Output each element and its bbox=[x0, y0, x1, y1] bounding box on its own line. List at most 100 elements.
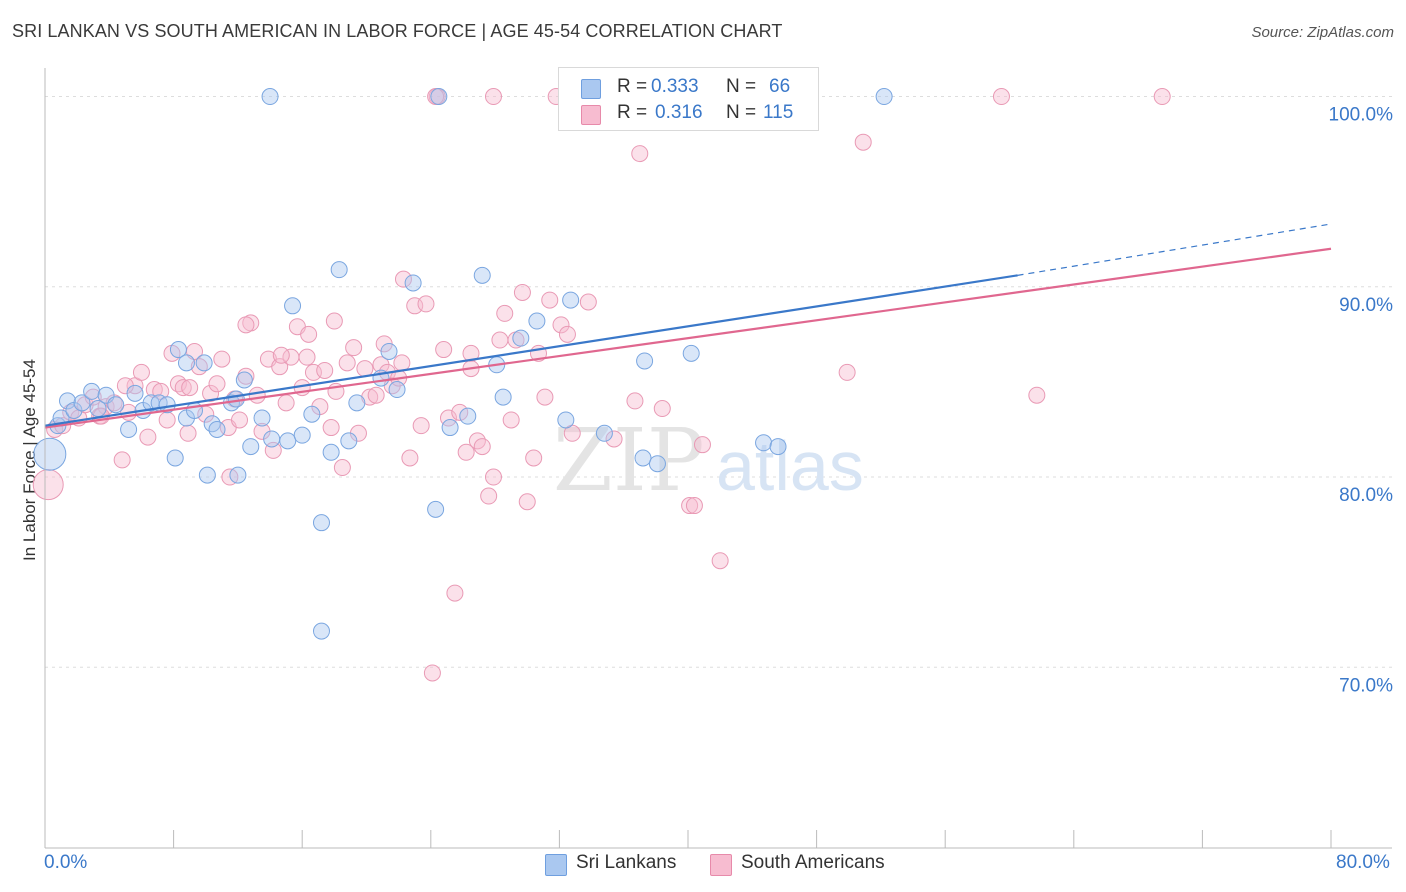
source-label: Source: ZipAtlas.com bbox=[1251, 24, 1394, 41]
legend-n-label: N = bbox=[726, 76, 757, 97]
sri-lankans-point bbox=[682, 344, 700, 362]
sri-lankans-point bbox=[235, 371, 253, 389]
legend-n-label: N = bbox=[726, 102, 757, 123]
y-tick-label: 80.0% bbox=[1339, 485, 1393, 506]
sri-lankans-point bbox=[83, 382, 101, 400]
sri-lankans-point bbox=[107, 396, 125, 414]
sri-lankans-point bbox=[126, 384, 144, 402]
bottom-legend-swatch-sri-lankans bbox=[545, 854, 567, 876]
bottom-legend-label-south-americans: South Americans bbox=[741, 852, 885, 873]
south-americans-point bbox=[139, 428, 157, 446]
south-americans-point bbox=[552, 316, 570, 334]
south-americans-point bbox=[992, 88, 1010, 106]
south-americans-point bbox=[693, 436, 711, 454]
x-tick-label-min: 0.0% bbox=[44, 852, 88, 873]
south-americans-point bbox=[854, 133, 872, 151]
south-americans-point bbox=[298, 348, 316, 366]
x-tick-label-max: 80.0% bbox=[1336, 852, 1390, 873]
south-americans-point bbox=[412, 417, 430, 435]
south-americans-point bbox=[132, 363, 150, 381]
sri-lankans-point bbox=[430, 88, 448, 106]
sri-lankans-point bbox=[227, 390, 245, 408]
south-americans-point bbox=[484, 88, 502, 106]
sri-lankans-point bbox=[279, 432, 297, 450]
sri-lankans-point bbox=[242, 438, 260, 456]
south-americans-point bbox=[179, 424, 197, 442]
south-americans-point bbox=[838, 363, 856, 381]
south-americans-point bbox=[1028, 386, 1046, 404]
south-americans-point bbox=[462, 344, 480, 362]
sri-lankans-point bbox=[473, 266, 491, 284]
south-americans-point bbox=[356, 360, 374, 378]
sri-lankans-point bbox=[380, 342, 398, 360]
y-tick-labels: 100.0% 90.0% 80.0% 70.0% bbox=[1329, 105, 1394, 697]
south-americans-point bbox=[484, 468, 502, 486]
sri-lankans-point bbox=[198, 466, 216, 484]
sri-lankans-point bbox=[330, 261, 348, 279]
south-americans-point bbox=[338, 354, 356, 372]
south-americans-point bbox=[158, 411, 176, 429]
sri-lankans-point bbox=[427, 500, 445, 518]
sri-lankans-point bbox=[636, 352, 654, 370]
south-americans-point bbox=[237, 316, 255, 334]
south-americans-point bbox=[401, 449, 419, 467]
south-americans-point bbox=[541, 291, 559, 309]
sri-lankans-trend-line bbox=[44, 274, 1018, 427]
south-americans-point bbox=[496, 304, 514, 322]
south-americans-point bbox=[325, 312, 343, 330]
south-americans-point bbox=[631, 145, 649, 163]
south-americans-point bbox=[473, 438, 491, 456]
sri-lankans-point bbox=[303, 405, 321, 423]
legend-r-value: 0.316 bbox=[655, 102, 703, 123]
sri-lankans-point bbox=[33, 437, 67, 471]
south-americans-point bbox=[451, 403, 469, 421]
legend-r-value: 0.333 bbox=[651, 76, 699, 97]
sri-lankans-point bbox=[648, 455, 666, 473]
sri-lankans-point bbox=[73, 394, 91, 412]
sri-lankans-point bbox=[253, 409, 271, 427]
south-americans-point bbox=[681, 497, 699, 515]
sri-lankans-point bbox=[459, 407, 477, 425]
correlation-legend: R = 0.333 N = 66 R = 0.316 N = 115 bbox=[558, 67, 819, 131]
sri-lankans-point bbox=[284, 297, 302, 315]
sri-lankans-point bbox=[348, 394, 366, 412]
y-tick-label: 90.0% bbox=[1339, 295, 1393, 316]
south-americans-point bbox=[248, 386, 266, 404]
south-americans-point bbox=[491, 331, 509, 349]
sri-lankans-point bbox=[177, 354, 195, 372]
south-americans-point bbox=[367, 386, 385, 404]
south-americans-point bbox=[361, 388, 379, 406]
south-americans-point bbox=[457, 443, 475, 461]
legend-n-value: 115 bbox=[763, 102, 794, 123]
south-americans-point bbox=[468, 432, 486, 450]
sri-lankans-point bbox=[203, 415, 221, 433]
south-americans-point bbox=[322, 419, 340, 437]
south-americans-point bbox=[272, 346, 290, 364]
south-americans-point bbox=[579, 293, 597, 311]
bottom-legend-swatch-south-americans bbox=[710, 854, 732, 876]
south-americans-point bbox=[653, 400, 671, 418]
sri-lankans-point bbox=[557, 411, 575, 429]
legend-swatch-south-americans bbox=[581, 105, 601, 125]
south-americans-point bbox=[513, 283, 531, 301]
sri-lankans-point bbox=[441, 419, 459, 437]
sri-lankans-point bbox=[59, 392, 77, 410]
legend-swatch-sri-lankans bbox=[581, 79, 601, 99]
sri-lankans-point bbox=[185, 401, 203, 419]
sri-lankans-point bbox=[169, 341, 187, 359]
south-americans-point bbox=[525, 449, 543, 467]
south-americans-point bbox=[333, 459, 351, 477]
sri-lankans-point bbox=[195, 354, 213, 372]
south-americans-point bbox=[423, 664, 441, 682]
south-americans-point bbox=[208, 375, 226, 393]
south-americans-point bbox=[626, 392, 644, 410]
south-americans-point bbox=[277, 394, 295, 412]
sri-lankans-point bbox=[312, 622, 330, 640]
axes bbox=[44, 68, 1392, 849]
watermark-atlas: atlas bbox=[716, 427, 864, 505]
south-americans-point bbox=[32, 469, 64, 501]
sri-lankans-point bbox=[595, 424, 613, 442]
south-americans-point bbox=[231, 411, 249, 429]
sri-lankans-point bbox=[528, 312, 546, 330]
south-americans-point bbox=[685, 497, 703, 515]
